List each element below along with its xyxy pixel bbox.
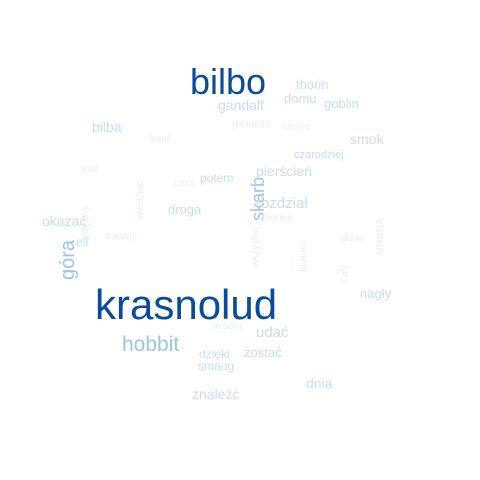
cloud-word: dnia [306,375,333,391]
cloud-word: wszystko [250,226,262,268]
cloud-word: wiedzieć [135,180,147,220]
cloud-word: zostać [244,345,282,360]
cloud-word: rozdział [256,195,308,212]
cloud-word: smok [350,131,384,147]
cloud-word: okazać [42,213,87,229]
cloud-word: troll [82,164,99,175]
cloud-word: dzięki [199,347,230,361]
cloud-word: drzwi [341,233,365,244]
cloud-word: bard [150,134,171,145]
cloud-word: następny [80,205,92,247]
cloud-word: hobbit [122,333,180,356]
cloud-word: elf [76,235,89,249]
cloud-word: gandalf [218,97,264,113]
cloud-word: bilba [92,119,122,135]
cloud-word: czas [174,178,195,189]
cloud-word: pierścień [256,163,313,179]
cloud-word: droga [168,202,202,217]
cloud-word: thorin [296,77,329,92]
cloud-word: domu [284,91,317,106]
cloud-word: nagły [360,286,392,301]
cloud-word: krasnolud [95,281,278,328]
cloud-word: znaleźć [192,386,240,402]
cloud-word: czarodziej [294,149,344,161]
cloud-word: cały [338,264,350,282]
cloud-word: gandalfa [232,119,271,130]
cloud-word: chcieć [282,122,311,133]
cloud-word: goblin [324,96,359,111]
cloud-word: zacząć [106,231,138,242]
cloud-word: udać [256,324,289,341]
cloud-word: jezioro [213,321,243,332]
cloud-word: potem [200,171,234,185]
cloud-word: smaug [198,359,235,373]
cloud-word: koniec [298,242,310,272]
cloud-word: smauga [373,219,385,255]
cloud-word: bilbo [190,61,267,102]
cloud-word: thorina [262,213,293,224]
